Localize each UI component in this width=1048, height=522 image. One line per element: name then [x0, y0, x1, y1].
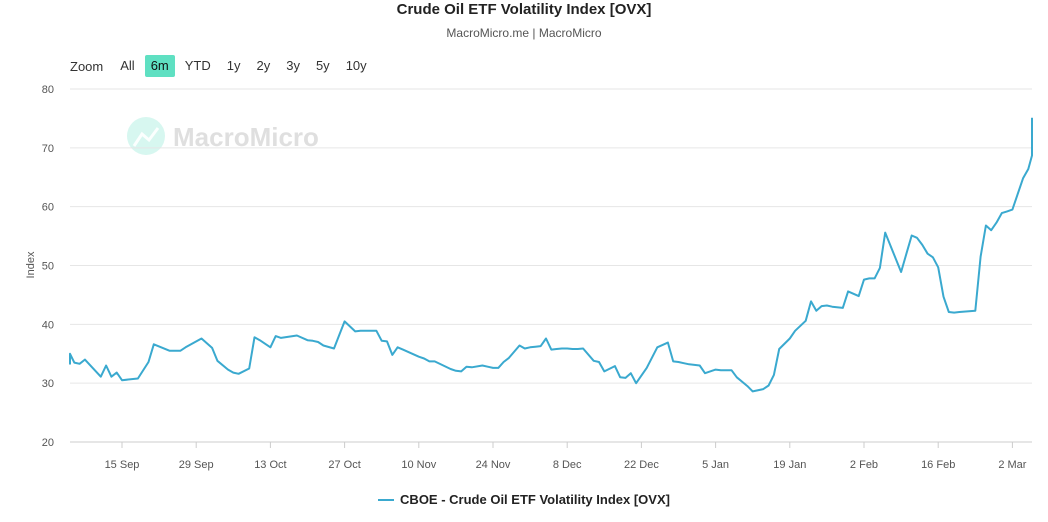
legend-label: CBOE - Crude Oil ETF Volatility Index [O…: [400, 492, 670, 507]
x-tick-label: 13 Oct: [254, 459, 286, 471]
x-tick-label: 2 Mar: [998, 459, 1026, 471]
x-tick-label: 29 Sep: [179, 459, 214, 471]
watermark-text: MacroMicro: [173, 122, 319, 152]
range-button-6m[interactable]: 6m: [144, 55, 175, 77]
x-tick-label: 16 Feb: [921, 459, 955, 471]
range-button-ytd[interactable]: YTD: [184, 58, 211, 73]
series-line-ovx[interactable]: [69, 117, 1033, 393]
chart-subtitle: MacroMicro.me | MacroMicro: [446, 26, 602, 40]
range-button-3y[interactable]: 3y: [286, 58, 300, 73]
y-axis-label: Index: [25, 251, 37, 278]
range-button-all[interactable]: All: [120, 58, 135, 73]
x-tick-label: 27 Oct: [328, 459, 360, 471]
watermark-logo: MacroMicro: [127, 117, 319, 155]
range-button-10y[interactable]: 10y: [345, 58, 367, 73]
y-tick-label: 80: [42, 84, 54, 96]
range-button-1y[interactable]: 1y: [226, 58, 241, 73]
chart-title: Crude Oil ETF Volatility Index [OVX]: [396, 1, 652, 18]
y-tick-label: 40: [42, 319, 54, 331]
x-tick-label: 5 Jan: [702, 459, 729, 471]
y-tick-label: 70: [42, 143, 54, 155]
zoom-label: Zoom: [70, 58, 104, 74]
watermark-icon-chart: [132, 127, 160, 147]
legend[interactable]: CBOE - Crude Oil ETF Volatility Index [O…: [0, 492, 1048, 507]
x-tick-label: 2 Feb: [850, 459, 878, 471]
x-tick-label: 24 Nov: [476, 459, 511, 471]
y-tick-label: 30: [42, 378, 54, 390]
y-tick-label: 20: [42, 437, 54, 449]
x-tick-label: 22 Dec: [624, 459, 659, 471]
legend-line-swatch: [378, 498, 395, 501]
x-tick-label: 19 Jan: [773, 459, 806, 471]
range-button-2y[interactable]: 2y: [256, 58, 271, 73]
y-tick-label: 50: [42, 261, 54, 273]
x-tick-label: 8 Dec: [553, 459, 582, 471]
range-button-5y[interactable]: 5y: [315, 58, 330, 73]
y-tick-label: 60: [42, 202, 54, 214]
x-tick-label: 10 Nov: [401, 459, 436, 471]
x-tick-label: 15 Sep: [105, 459, 140, 471]
range-selector: Zoom All 6m YTD 1y 2y 3y 5y 10y: [64, 54, 377, 78]
